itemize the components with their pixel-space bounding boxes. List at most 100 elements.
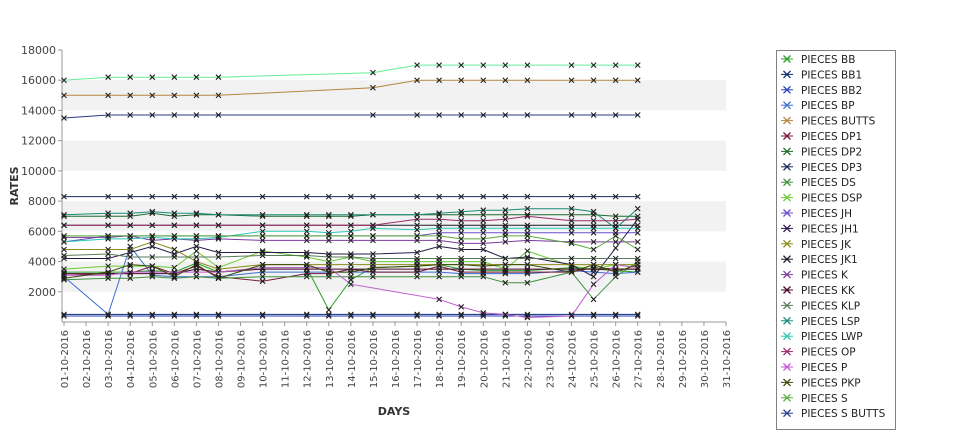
- data-point: [414, 211, 420, 218]
- data-point: [259, 313, 266, 319]
- data-point: [524, 225, 531, 232]
- legend-marker: [783, 101, 791, 110]
- series: [61, 261, 641, 282]
- legend-item: PIECES S: [781, 393, 848, 405]
- series: [61, 193, 641, 200]
- x-tick-label: 30-10-2016: [700, 330, 711, 388]
- legend-label: PIECES KK: [801, 285, 856, 297]
- legend-item: PIECES S BUTTS: [781, 408, 886, 420]
- data-point: [414, 193, 420, 200]
- data-point: [193, 261, 200, 268]
- data-point: [325, 193, 332, 200]
- series-line: [64, 79, 638, 96]
- data-point: [105, 74, 112, 81]
- data-point: [568, 261, 575, 268]
- legend-marker: [783, 332, 791, 341]
- data-point: [502, 77, 509, 84]
- legend-marker: [783, 70, 791, 79]
- legend-marker: [783, 409, 791, 418]
- data-point: [127, 313, 134, 319]
- data-point: [634, 239, 641, 245]
- series: [61, 313, 641, 319]
- series-line: [64, 235, 638, 251]
- data-point: [502, 255, 509, 262]
- data-point: [127, 193, 134, 200]
- legend-item: PIECES BB1: [781, 69, 862, 81]
- data-point: [634, 225, 641, 232]
- legend-item: PIECES LWP: [781, 331, 863, 343]
- legend-marker: [783, 147, 791, 156]
- data-point: [480, 240, 487, 247]
- series-line: [64, 235, 638, 244]
- data-point: [634, 255, 641, 262]
- data-point: [325, 269, 332, 276]
- data-point: [634, 205, 641, 212]
- series-line: [64, 264, 638, 319]
- data-point: [458, 229, 465, 236]
- data-point: [590, 296, 597, 303]
- data-point: [634, 216, 641, 223]
- legend-items: PIECES BB PIECES BB1 PIECES BB2 PIECES BP PI…: [781, 54, 886, 420]
- data-point: [458, 313, 465, 319]
- data-point: [149, 92, 156, 99]
- data-point: [193, 254, 200, 260]
- data-point: [105, 311, 112, 318]
- data-point: [612, 112, 619, 118]
- data-point: [502, 232, 509, 239]
- series: [61, 232, 641, 253]
- data-point: [414, 222, 420, 229]
- data-point: [193, 243, 200, 250]
- series: [61, 251, 641, 262]
- data-point: [414, 249, 420, 256]
- data-point: [480, 310, 487, 316]
- data-point: [458, 236, 465, 242]
- legend-marker: [783, 393, 791, 402]
- series: [61, 112, 641, 121]
- data-point: [524, 213, 531, 220]
- series: [61, 261, 641, 321]
- data-point: [193, 273, 200, 280]
- data-point: [458, 255, 465, 262]
- data-point: [524, 248, 531, 254]
- legend-item: PIECES BB: [781, 54, 855, 66]
- data-point: [259, 278, 266, 285]
- legend-label: PIECES JK1: [801, 254, 858, 266]
- data-point: [480, 246, 487, 253]
- data-point: [215, 275, 222, 282]
- data-point: [259, 261, 266, 268]
- data-point: [193, 112, 200, 118]
- data-point: [303, 261, 310, 268]
- data-point: [127, 112, 134, 118]
- data-point: [303, 313, 310, 319]
- data-point: [458, 304, 465, 310]
- data-point: [259, 228, 266, 235]
- data-point: [171, 264, 178, 271]
- series-line: [63, 114, 638, 119]
- x-tick-label: 17-10-2016: [413, 330, 424, 388]
- data-point: [414, 77, 420, 84]
- data-point: [568, 193, 575, 200]
- data-point: [612, 245, 619, 251]
- data-point: [480, 77, 487, 84]
- series-line: [63, 261, 638, 301]
- data-point: [215, 222, 222, 229]
- data-point: [436, 261, 443, 268]
- x-tick-label: 23-10-2016: [545, 330, 556, 388]
- legend-item: PIECES P: [781, 362, 847, 374]
- data-point: [502, 225, 509, 232]
- series: [61, 62, 641, 84]
- data-point: [193, 222, 200, 229]
- data-point: [634, 62, 641, 69]
- data-point: [458, 261, 465, 268]
- series: [61, 225, 641, 245]
- y-tick-label: 2000: [28, 286, 56, 299]
- grid-band: [62, 140, 726, 171]
- legend-item: PIECES KK: [781, 285, 856, 297]
- data-point: [347, 273, 354, 280]
- legend-label: PIECES PKP: [801, 377, 861, 389]
- data-point: [105, 193, 112, 200]
- legend-label: PIECES OP: [801, 347, 856, 359]
- data-point: [612, 217, 619, 224]
- data-point: [149, 222, 156, 229]
- data-point: [634, 261, 641, 268]
